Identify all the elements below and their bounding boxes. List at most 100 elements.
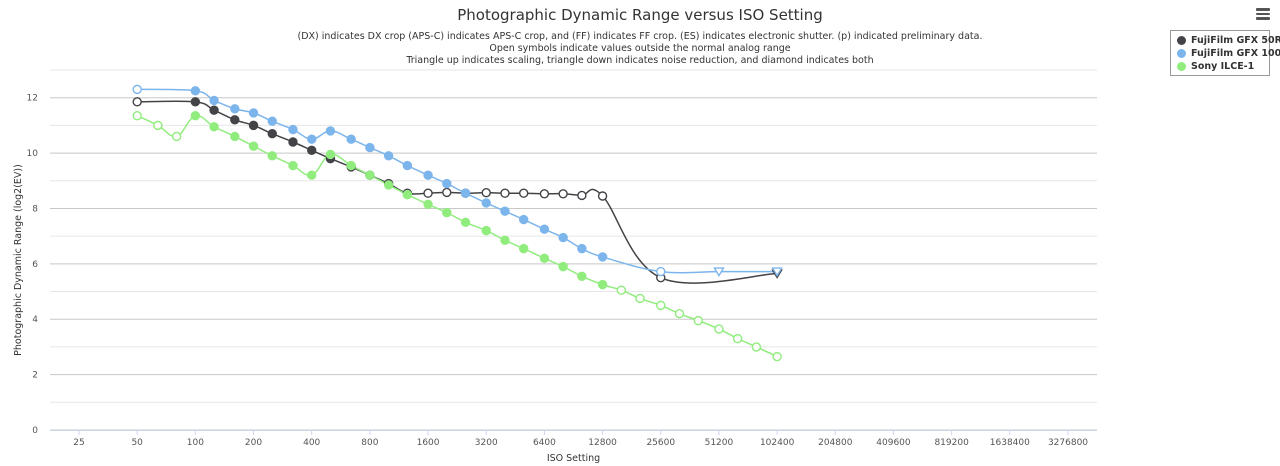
y-tick-label: 2	[32, 371, 38, 381]
series-line-3	[136, 114, 778, 358]
x-tick-label: 25	[73, 438, 84, 448]
chart-legend: FujiFilm GFX 50R FujiFilm GFX 100 Sony I…	[1170, 30, 1280, 76]
data-point-series-2	[248, 108, 259, 118]
hamburger-menu-icon[interactable]	[1256, 8, 1270, 20]
data-point-series-2	[230, 104, 240, 114]
data-point-series-1	[518, 188, 529, 198]
data-point-series-3	[481, 225, 491, 236]
data-point-series-3	[518, 243, 529, 254]
x-tick-label: 12800	[588, 438, 617, 448]
data-point-series-2	[423, 170, 433, 180]
data-point-series-1	[209, 105, 219, 115]
data-point-series-3	[288, 160, 298, 171]
data-point-series-3	[402, 189, 413, 200]
data-point-series-3	[171, 131, 182, 142]
data-point-series-2	[383, 151, 394, 161]
data-point-series-2	[267, 116, 277, 126]
data-point-series-2	[132, 84, 142, 95]
y-tick-label: 6	[32, 260, 38, 270]
data-point-series-1	[230, 115, 240, 125]
data-point-series-2	[539, 224, 550, 234]
data-point-series-2	[307, 134, 317, 144]
data-point-series-1	[442, 187, 452, 198]
data-point-series-2	[656, 266, 666, 277]
x-tick-label: 3276800	[1048, 438, 1088, 448]
y-tick-label: 0	[32, 426, 38, 436]
data-point-series-2	[481, 198, 491, 208]
data-point-series-2	[190, 86, 201, 96]
data-point-series-3	[153, 120, 163, 131]
x-tick-label: 51200	[705, 438, 734, 448]
data-point-series-3	[772, 351, 782, 362]
legend-marker-icon	[1177, 62, 1186, 71]
x-tick-label: 3200	[475, 438, 498, 448]
series-line-1	[137, 100, 778, 284]
x-tick-label: 200	[245, 438, 262, 448]
x-tick-label: 409600	[876, 438, 911, 448]
legend-label: FujiFilm GFX 50R	[1191, 35, 1280, 46]
data-point-series-3	[693, 315, 703, 326]
data-point-series-3	[732, 333, 743, 344]
data-point-series-3	[635, 293, 645, 304]
data-point-series-2	[288, 124, 298, 135]
data-point-series-1	[577, 190, 587, 201]
x-tick-label: 1600	[417, 438, 440, 448]
data-point-series-1	[481, 187, 491, 198]
data-point-series-2	[460, 188, 471, 198]
data-point-series-1	[190, 97, 201, 107]
legend-marker-icon	[1177, 36, 1186, 45]
data-point-series-3	[190, 110, 201, 121]
data-point-series-3	[500, 235, 510, 246]
data-point-series-3	[656, 300, 666, 311]
data-point-series-2	[209, 95, 219, 106]
chart-title: Photographic Dynamic Range versus ISO Se…	[457, 6, 823, 24]
data-point-series-3	[460, 217, 471, 228]
data-point-series-1	[500, 188, 510, 198]
data-point-series-3	[365, 170, 375, 180]
data-point-series-3	[751, 342, 762, 352]
legend-item-series-3[interactable]: Sony ILCE-1	[1177, 60, 1263, 73]
data-point-series-3	[132, 110, 142, 121]
data-point-series-3	[597, 279, 608, 290]
data-point-series-3	[383, 180, 394, 190]
data-point-series-3	[325, 149, 336, 160]
data-point-series-1	[307, 145, 317, 156]
legend-label: Sony ILCE-1	[1191, 61, 1255, 72]
legend-item-series-2[interactable]: FujiFilm GFX 100	[1177, 47, 1280, 60]
data-point-series-3	[248, 141, 259, 151]
data-point-series-3	[674, 308, 685, 319]
x-tick-label: 25600	[646, 438, 675, 448]
x-tick-label: 102400	[760, 438, 795, 448]
y-axis-title: Photographic Dynamic Range (log2(EV))	[13, 164, 24, 356]
data-point-series-1	[539, 189, 550, 199]
x-axis-title: ISO Setting	[547, 453, 600, 464]
data-point-series-2	[771, 267, 783, 277]
x-tick-label: 50	[131, 438, 143, 448]
x-tick-label: 819200	[934, 438, 969, 448]
data-point-series-2	[402, 160, 413, 171]
data-point-series-2	[558, 232, 568, 243]
data-point-series-1	[597, 191, 608, 201]
data-point-series-2	[597, 252, 608, 262]
data-point-series-3	[267, 151, 277, 161]
data-point-series-2	[713, 267, 725, 277]
data-point-series-3	[616, 285, 627, 295]
data-point-series-2	[346, 134, 356, 144]
x-tick-label: 6400	[533, 438, 556, 448]
data-point-series-3	[558, 261, 568, 272]
data-point-series-3	[539, 253, 550, 264]
data-point-series-2	[577, 243, 587, 254]
legend-item-series-1[interactable]: FujiFilm GFX 50R	[1177, 34, 1280, 47]
legend-label: FujiFilm GFX 100	[1191, 48, 1280, 59]
data-point-series-2	[500, 206, 510, 216]
data-point-series-1	[267, 128, 277, 139]
data-point-series-3	[346, 160, 356, 171]
chart-subtitle-line-2: Open symbols indicate values outside the…	[489, 43, 791, 54]
data-point-series-1	[288, 137, 298, 147]
data-point-series-3	[230, 131, 240, 142]
x-tick-label: 100	[187, 438, 204, 448]
x-tick-label: 204800	[818, 438, 853, 448]
data-point-series-3	[307, 170, 317, 180]
y-tick-label: 4	[32, 315, 38, 325]
